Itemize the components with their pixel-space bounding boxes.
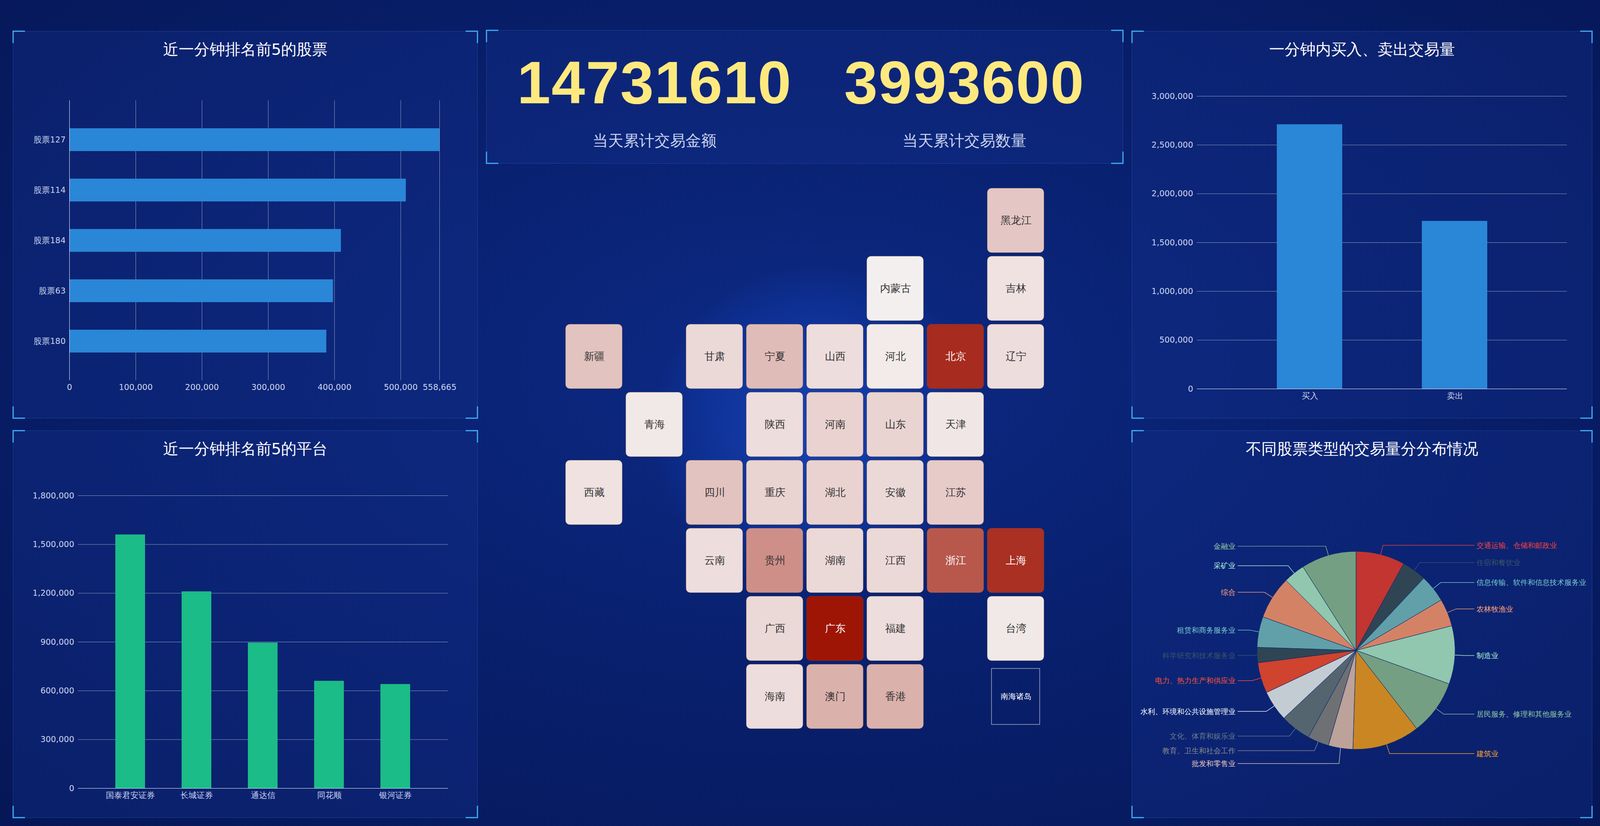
svg-text:重庆: 重庆: [764, 486, 786, 499]
svg-text:天津: 天津: [945, 418, 967, 431]
svg-text:宁夏: 宁夏: [764, 350, 786, 363]
svg-text:西藏: 西藏: [583, 486, 605, 499]
svg-text:股票184: 股票184: [33, 235, 66, 245]
html-text:近一分钟排名前5的平台: 近一分钟排名前5的平台: [162, 439, 328, 458]
svg-text:国泰君安证券: 国泰君安证券: [105, 790, 155, 800]
svg-text:1,500,000: 1,500,000: [32, 539, 75, 549]
svg-text:四川: 四川: [704, 486, 726, 499]
svg-text:1,800,000: 1,800,000: [32, 490, 75, 501]
svg-text:北京: 北京: [945, 350, 967, 363]
svg-text:农林牧渔业: 农林牧渔业: [1476, 604, 1514, 614]
html-text:当天累计交易数量: 当天累计交易数量: [902, 131, 1027, 150]
svg-text:558,665: 558,665: [422, 382, 457, 392]
svg-text:水利、环境和公共设施管理业: 水利、环境和公共设施管理业: [1140, 707, 1236, 716]
svg-text:批发和零售业: 批发和零售业: [1191, 759, 1236, 768]
svg-text:3,000,000: 3,000,000: [1151, 91, 1194, 101]
svg-text:湖北: 湖北: [824, 486, 846, 499]
svg-text:澳门: 澳门: [824, 690, 846, 703]
svg-text:900,000: 900,000: [40, 636, 75, 647]
svg-text:教育、卫生和社会工作: 教育、卫生和社会工作: [1162, 746, 1236, 755]
svg-text:福建: 福建: [885, 622, 906, 635]
html-text:当天累计交易金额: 当天累计交易金额: [592, 131, 717, 150]
html-text:14731610: 14731610: [517, 48, 792, 117]
svg-text:山东: 山东: [885, 418, 906, 431]
svg-text:200,000: 200,000: [185, 382, 220, 392]
svg-text:400,000: 400,000: [317, 382, 352, 392]
svg-text:湖南: 湖南: [824, 554, 846, 567]
svg-text:1,200,000: 1,200,000: [32, 587, 75, 598]
svg-text:综合: 综合: [1220, 587, 1236, 597]
svg-text:上海: 上海: [1005, 554, 1027, 567]
svg-text:0: 0: [66, 382, 72, 392]
svg-text:云南: 云南: [704, 554, 726, 567]
svg-text:江苏: 江苏: [945, 486, 967, 499]
svg-text:文化、体育和娱乐业: 文化、体育和娱乐业: [1169, 731, 1236, 741]
html-text:一分钟内买入、卖出交易量: 一分钟内买入、卖出交易量: [1269, 40, 1455, 59]
svg-text:制造业: 制造业: [1476, 651, 1499, 660]
svg-text:南海诸岛: 南海诸岛: [1000, 691, 1032, 701]
svg-text:建筑业: 建筑业: [1476, 749, 1499, 758]
html-text:不同股票类型的交易量分分布情况: 不同股票类型的交易量分分布情况: [1245, 439, 1479, 458]
svg-text:广东: 广东: [824, 622, 846, 635]
svg-text:600,000: 600,000: [40, 685, 75, 695]
svg-text:广西: 广西: [764, 622, 786, 635]
svg-text:股票180: 股票180: [33, 336, 66, 346]
svg-text:香港: 香港: [885, 690, 906, 703]
html-text:近一分钟排名前5的股票: 近一分钟排名前5的股票: [162, 40, 328, 59]
html-text:3993600: 3993600: [844, 48, 1085, 117]
svg-text:300,000: 300,000: [40, 734, 75, 744]
svg-text:1,500,000: 1,500,000: [1151, 237, 1194, 248]
svg-text:电力、热力生产和供应业: 电力、热力生产和供应业: [1155, 676, 1236, 685]
svg-text:0: 0: [68, 783, 75, 793]
svg-text:2,000,000: 2,000,000: [1151, 188, 1194, 198]
svg-text:江西: 江西: [885, 554, 906, 567]
svg-text:0: 0: [1187, 383, 1193, 394]
svg-text:2,500,000: 2,500,000: [1151, 139, 1194, 150]
svg-text:河南: 河南: [824, 418, 846, 431]
svg-text:500,000: 500,000: [383, 382, 418, 392]
svg-text:内蒙古: 内蒙古: [880, 282, 912, 295]
svg-text:买入: 买入: [1301, 390, 1319, 401]
svg-text:长城证券: 长城证券: [180, 790, 214, 800]
svg-text:新疆: 新疆: [583, 350, 605, 363]
svg-text:海南: 海南: [764, 690, 786, 703]
svg-text:甘肃: 甘肃: [704, 350, 726, 363]
svg-text:浙江: 浙江: [945, 554, 967, 567]
svg-text:信息传输、软件和信息技术服务业: 信息传输、软件和信息技术服务业: [1476, 577, 1587, 587]
svg-text:租赁和商务服务业: 租赁和商务服务业: [1176, 625, 1236, 635]
svg-text:通达信: 通达信: [250, 790, 276, 800]
svg-text:300,000: 300,000: [251, 382, 286, 392]
svg-text:交通运输、仓储和邮政业: 交通运输、仓储和邮政业: [1476, 540, 1557, 550]
svg-text:贵州: 贵州: [764, 554, 786, 567]
svg-text:股票127: 股票127: [33, 134, 66, 145]
svg-text:500,000: 500,000: [1159, 334, 1194, 345]
svg-text:吉林: 吉林: [1005, 282, 1027, 295]
svg-text:河北: 河北: [885, 350, 906, 363]
svg-text:金融业: 金融业: [1213, 541, 1236, 551]
svg-text:银河证券: 银河证券: [378, 790, 412, 800]
svg-text:1,000,000: 1,000,000: [1151, 286, 1194, 296]
svg-text:辽宁: 辽宁: [1005, 350, 1027, 363]
svg-text:同花顺: 同花顺: [317, 790, 342, 800]
svg-text:卖出: 卖出: [1446, 390, 1464, 401]
svg-text:陕西: 陕西: [764, 418, 786, 431]
svg-text:100,000: 100,000: [118, 382, 153, 392]
svg-text:采矿业: 采矿业: [1213, 561, 1236, 570]
svg-text:黑龙江: 黑龙江: [1000, 214, 1032, 227]
svg-text:山西: 山西: [824, 350, 846, 363]
svg-text:居民服务、修理和其他服务业: 居民服务、修理和其他服务业: [1476, 709, 1572, 719]
svg-text:科学研究和技术服务业: 科学研究和技术服务业: [1162, 651, 1236, 660]
svg-text:台湾: 台湾: [1005, 622, 1027, 635]
svg-text:安徽: 安徽: [885, 486, 906, 499]
svg-text:股票114: 股票114: [33, 185, 66, 195]
svg-text:青海: 青海: [644, 418, 665, 431]
svg-text:股票63: 股票63: [38, 285, 66, 296]
svg-text:住宿和餐饮业: 住宿和餐饮业: [1476, 558, 1521, 567]
